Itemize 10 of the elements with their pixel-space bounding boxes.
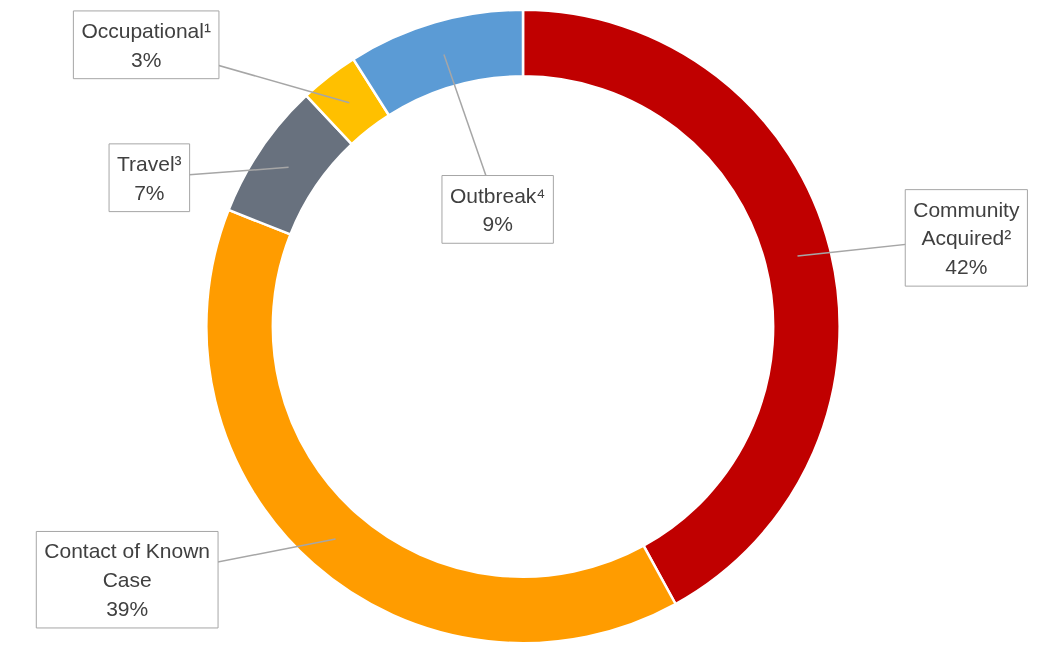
slice-label: Occupational¹	[81, 18, 211, 42]
data-label: 3%	[130, 47, 162, 71]
data-label: 7%	[134, 180, 165, 204]
slice-label: Travel³	[117, 151, 182, 175]
slice-label: Outbreak⁴	[449, 183, 546, 207]
slice-label: Contact of Known Case	[44, 539, 211, 592]
slice-label: Community Acquired²	[913, 197, 1020, 250]
data-label: 39%	[106, 596, 149, 620]
data-label: 9%	[482, 212, 513, 236]
data-label: 42%	[945, 255, 988, 279]
